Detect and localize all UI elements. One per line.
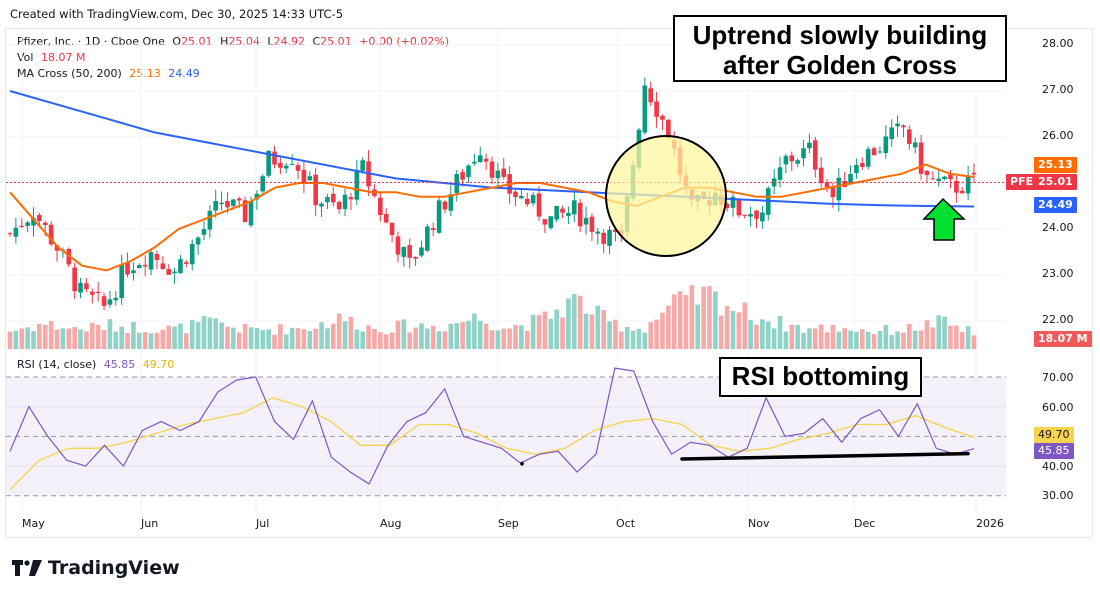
tradingview-logo-icon xyxy=(12,560,42,576)
chart-frame[interactable] xyxy=(5,28,1093,538)
open-label: O xyxy=(172,35,182,48)
volume-label: Vol xyxy=(17,51,34,64)
price-pane[interactable] xyxy=(6,29,1006,351)
rsi-ma-tag: 49.70 xyxy=(1034,427,1074,443)
rsi-label: RSI (14, close) xyxy=(17,358,97,371)
price-tick: 23.00 xyxy=(1042,267,1074,280)
rsi-value: 45.85 xyxy=(103,358,136,371)
tradingview-logo[interactable]: TradingView xyxy=(12,557,180,579)
last-price-tag: 25.01 xyxy=(1034,174,1077,190)
low-label: L xyxy=(267,35,274,48)
price-tick: 26.00 xyxy=(1042,129,1074,142)
ma50-value: 25.13 xyxy=(129,67,161,80)
rsi-bottoming-annotation[interactable]: RSI bottoming xyxy=(719,357,922,397)
rsi-legend[interactable]: RSI (14, close) 45.85 49.70 xyxy=(17,358,178,371)
rsi-tick: 40.00 xyxy=(1042,460,1074,473)
volume-value: 18.07 M xyxy=(40,51,86,64)
price-tick: 24.00 xyxy=(1042,221,1074,234)
time-tick: Sep xyxy=(498,517,519,530)
created-with-caption: Created with TradingView.com, Dec 30, 20… xyxy=(10,7,344,21)
time-tick: Oct xyxy=(616,517,636,530)
time-tick: Dec xyxy=(854,517,876,530)
symbol-tag: PFE xyxy=(1006,174,1038,190)
uptrend-annotation[interactable]: Uptrend slowly building after Golden Cro… xyxy=(673,15,1007,82)
volume-legend[interactable]: Vol 18.07 M xyxy=(17,51,89,64)
price-tick: 28.00 xyxy=(1042,37,1074,50)
annotation-line-2: after Golden Cross xyxy=(722,50,958,80)
high-label: H xyxy=(220,35,229,48)
ma200-price-tag: 24.49 xyxy=(1034,197,1077,213)
rsi-ma-value: 49.70 xyxy=(142,358,175,371)
time-tick: May xyxy=(22,517,45,530)
ma-cross-legend[interactable]: MA Cross (50, 200) 25.13 24.49 xyxy=(17,67,204,80)
price-tick: 22.00 xyxy=(1042,313,1074,326)
rsi-tick: 30.00 xyxy=(1042,489,1074,502)
golden-cross-highlight xyxy=(605,135,727,257)
time-tick: 2026 xyxy=(976,517,1004,530)
brand-name: TradingView xyxy=(48,557,180,579)
rsi-tick: 60.00 xyxy=(1042,401,1074,414)
price-tick: 27.00 xyxy=(1042,83,1074,96)
rsi-annotation-text: RSI bottoming xyxy=(731,361,910,391)
time-tick: Jul xyxy=(256,517,270,530)
time-tick: Aug xyxy=(380,517,402,530)
rsi-tag: 45.85 xyxy=(1034,443,1074,459)
time-tick: Nov xyxy=(748,517,770,530)
ma-cross-label: MA Cross (50, 200) xyxy=(17,67,122,80)
close-label: C xyxy=(312,35,321,48)
up-arrow-icon xyxy=(922,197,966,241)
annotation-line-1: Uptrend slowly building xyxy=(692,20,988,50)
time-tick: Jun xyxy=(141,517,159,530)
rsi-tick: 70.00 xyxy=(1042,371,1074,384)
volume-tag: 18.07 M xyxy=(1034,331,1092,347)
ma200-value: 24.49 xyxy=(168,67,200,80)
ma50-price-tag: 25.13 xyxy=(1034,157,1077,173)
rsi-trendline[interactable] xyxy=(680,451,970,461)
